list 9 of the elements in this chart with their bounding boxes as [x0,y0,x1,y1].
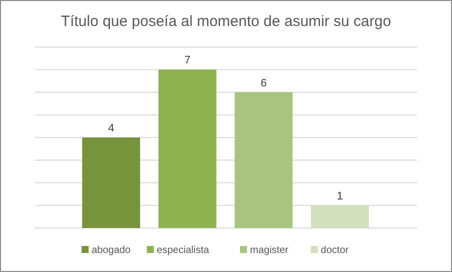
data-label: 4 [108,122,114,134]
legend-label: abogado [92,245,131,256]
legend-label: doctor [320,245,350,256]
data-label: 1 [336,190,343,202]
legend-label: magister [250,245,290,256]
data-label: 7 [184,54,190,67]
data-label: 6 [260,77,267,90]
legend-label: especialista [156,245,210,256]
chart-title: Título que poseía al momento de asumir su cargo [60,13,392,30]
